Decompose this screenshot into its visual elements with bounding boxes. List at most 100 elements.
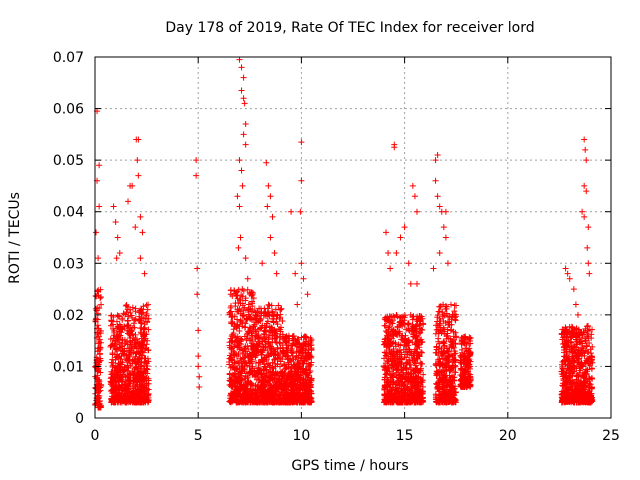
- data-point: [263, 159, 270, 166]
- data-point: [460, 373, 467, 380]
- data-point: [561, 347, 568, 354]
- data-point: [92, 305, 99, 312]
- data-point: [563, 355, 570, 362]
- data-point: [133, 364, 140, 371]
- data-point: [293, 399, 300, 406]
- data-point: [269, 399, 276, 406]
- data-point: [129, 182, 136, 189]
- data-point: [411, 359, 418, 366]
- data-point: [440, 318, 447, 325]
- data-point: [569, 325, 576, 332]
- data-point: [287, 394, 294, 401]
- data-point: [567, 364, 574, 371]
- data-point: [266, 362, 273, 369]
- data-point: [143, 345, 150, 352]
- data-point: [252, 399, 259, 406]
- data-point: [248, 368, 255, 375]
- data-point: [432, 177, 439, 184]
- data-point: [129, 324, 136, 331]
- data-point: [565, 336, 572, 343]
- data-point: [281, 369, 288, 376]
- data-point: [267, 343, 274, 350]
- data-point: [393, 249, 400, 256]
- data-point: [573, 334, 580, 341]
- data-point: [289, 333, 296, 340]
- data-point: [575, 376, 582, 383]
- data-point: [442, 234, 449, 241]
- data-point: [460, 361, 467, 368]
- data-point: [297, 208, 304, 215]
- data-point: [236, 296, 243, 303]
- data-point: [238, 167, 245, 174]
- data-point: [581, 329, 588, 336]
- data-point: [303, 338, 310, 345]
- data-point: [576, 395, 583, 402]
- data-point: [448, 339, 455, 346]
- data-point: [444, 260, 451, 267]
- data-point: [281, 335, 288, 342]
- data-point: [409, 182, 416, 189]
- data-point: [403, 360, 410, 367]
- data-point: [559, 397, 566, 404]
- data-point: [382, 364, 389, 371]
- data-point: [113, 255, 120, 262]
- data-point: [584, 355, 591, 362]
- data-point: [585, 384, 592, 391]
- data-point: [242, 121, 249, 128]
- data-point: [268, 324, 275, 331]
- data-point: [568, 391, 575, 398]
- data-point: [407, 366, 414, 373]
- data-point: [243, 370, 250, 377]
- x-tick-label: 5: [194, 428, 203, 444]
- data-point: [107, 335, 114, 342]
- data-point: [435, 335, 442, 342]
- data-point: [572, 301, 579, 308]
- data-point: [97, 330, 104, 337]
- data-point: [293, 353, 300, 360]
- data-point: [564, 270, 571, 277]
- data-point: [285, 335, 292, 342]
- data-point: [392, 392, 399, 399]
- data-point: [228, 377, 235, 384]
- data-point: [239, 300, 246, 307]
- data-point: [558, 368, 565, 375]
- data-point: [300, 345, 307, 352]
- data-point: [385, 357, 392, 364]
- data-point: [111, 342, 118, 349]
- data-point: [388, 313, 395, 320]
- data-point: [387, 398, 394, 405]
- data-point: [298, 139, 305, 146]
- x-tick-label: 0: [91, 428, 100, 444]
- data-point: [227, 364, 234, 371]
- data-point: [386, 347, 393, 354]
- data-point: [393, 348, 400, 355]
- data-point: [399, 336, 406, 343]
- data-point: [240, 131, 247, 138]
- data-point: [414, 355, 421, 362]
- data-point: [303, 395, 310, 402]
- data-point: [432, 330, 439, 337]
- data-point: [587, 360, 594, 367]
- data-point: [92, 292, 99, 299]
- data-point: [234, 358, 241, 365]
- data-point: [562, 381, 569, 388]
- data-point: [94, 348, 101, 355]
- data-point: [438, 345, 445, 352]
- data-point: [246, 328, 253, 335]
- data-point: [583, 157, 590, 164]
- data-point: [414, 380, 421, 387]
- data-point: [392, 355, 399, 362]
- data-point: [251, 307, 258, 314]
- data-point: [563, 342, 570, 349]
- data-point: [465, 364, 472, 371]
- data-point: [573, 326, 580, 333]
- data-point: [124, 355, 131, 362]
- data-point: [231, 290, 238, 297]
- data-point: [570, 286, 577, 293]
- data-point: [393, 311, 400, 318]
- data-point: [580, 347, 587, 354]
- data-point: [292, 369, 299, 376]
- y-tick-label: 0.04: [53, 205, 84, 221]
- data-point: [95, 400, 102, 407]
